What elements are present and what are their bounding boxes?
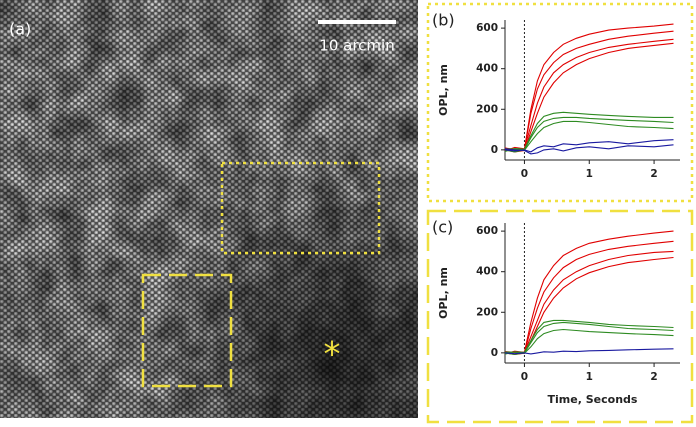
panel-label: (a) — [9, 20, 31, 39]
series-line — [504, 42, 674, 153]
marker: * — [324, 335, 341, 375]
y-tick-label: 200 — [476, 103, 498, 115]
panel-frame — [426, 209, 694, 424]
series-line — [504, 348, 674, 355]
roi-dashed — [141, 273, 233, 388]
y-tick-label: 600 — [476, 225, 498, 237]
y-tick-label: 0 — [491, 144, 498, 156]
x-tick-label: 0 — [521, 371, 528, 383]
y-axis-label: OPL, nm — [437, 64, 450, 116]
series-line — [504, 111, 674, 153]
series-line — [504, 230, 674, 353]
y-axis-label: OPL, nm — [437, 267, 450, 319]
series-line — [504, 319, 674, 355]
series-line — [504, 144, 674, 155]
y-tick-label: 0 — [491, 347, 498, 359]
series-line — [504, 250, 674, 355]
roi-dotted — [220, 161, 381, 255]
y-tick-label: 600 — [476, 22, 498, 34]
x-tick-label: 1 — [586, 371, 593, 383]
scale-label: 10 arcmin — [319, 37, 394, 55]
y-tick-label: 400 — [476, 266, 498, 278]
panel-label: (c) — [432, 218, 453, 237]
y-tick-label: 200 — [476, 306, 498, 318]
series-line — [504, 328, 674, 354]
retina-image — [0, 0, 418, 418]
series-line — [504, 256, 674, 356]
x-tick-label: 0 — [521, 168, 528, 180]
series-line — [504, 23, 674, 150]
series-line — [504, 120, 674, 151]
x-tick-label: 1 — [586, 168, 593, 180]
series-line — [504, 139, 674, 153]
x-axis-label: Time, Seconds — [548, 393, 638, 406]
panel-label: (b) — [432, 11, 455, 30]
x-tick-label: 2 — [650, 168, 657, 180]
x-tick-label: 2 — [650, 371, 657, 383]
y-tick-label: 400 — [476, 63, 498, 75]
